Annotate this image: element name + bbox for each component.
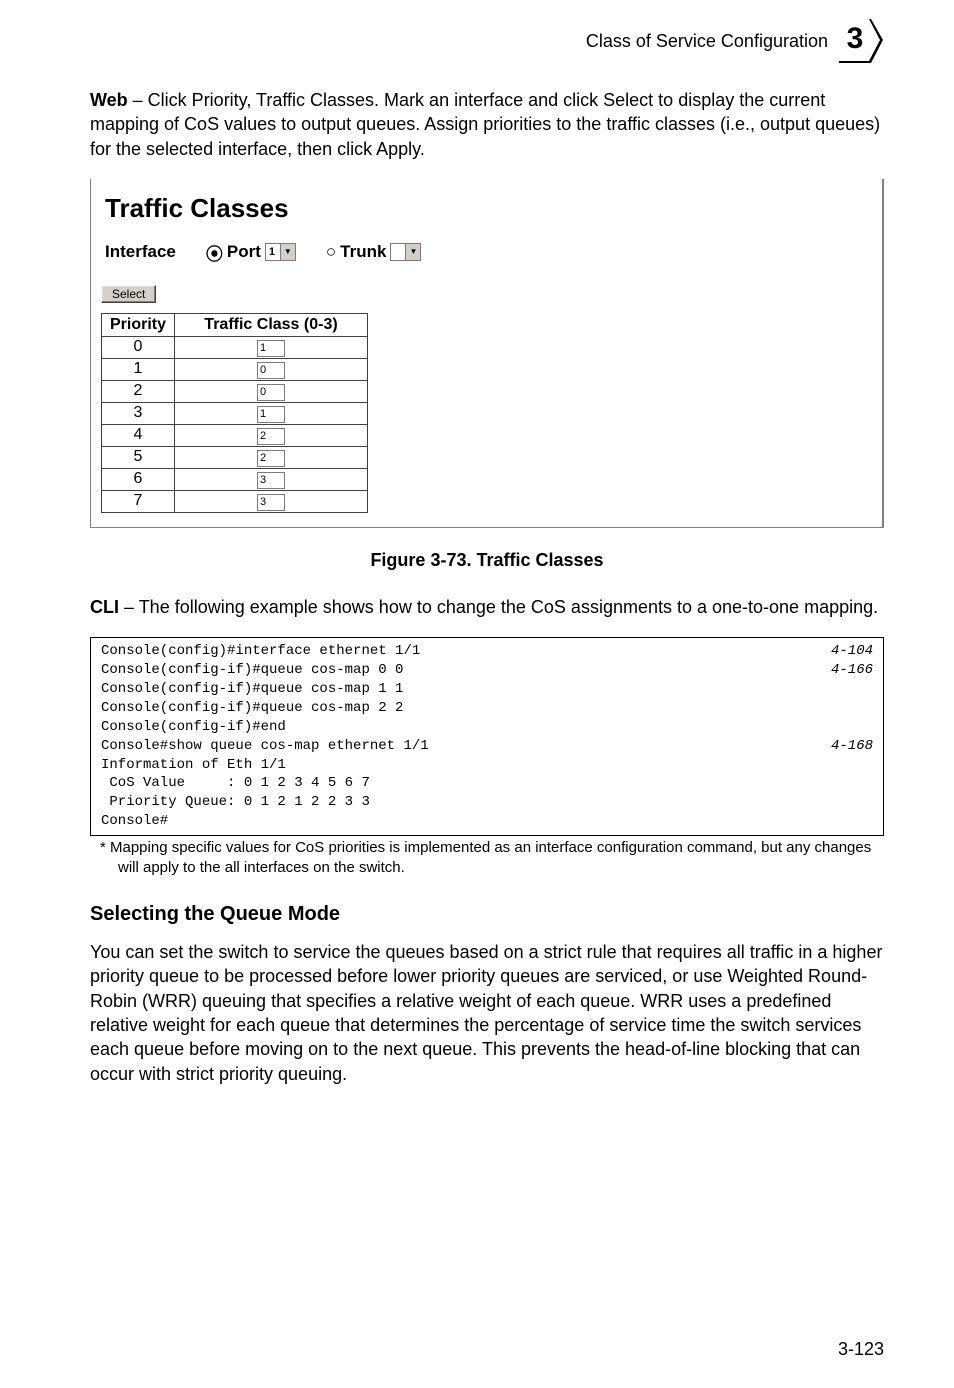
select-button[interactable]: Select: [101, 285, 156, 303]
cli-lead: CLI: [90, 597, 119, 617]
port-radio-group[interactable]: ⦿ Port 1 ▼: [206, 240, 296, 265]
class-input[interactable]: 0: [257, 362, 285, 379]
class-input[interactable]: 2: [257, 450, 285, 467]
port-value: 1: [266, 244, 280, 260]
interface-label: Interface: [105, 242, 176, 262]
class-input[interactable]: 1: [257, 406, 285, 423]
queue-mode-paragraph: You can set the switch to service the qu…: [90, 940, 884, 1086]
trunk-label: Trunk: [340, 242, 386, 262]
cli-text: – The following example shows how to cha…: [119, 597, 878, 617]
col-traffic-class: Traffic Class (0-3): [175, 313, 368, 336]
class-input[interactable]: 2: [257, 428, 285, 445]
class-input[interactable]: 3: [257, 494, 285, 511]
cli-intro-paragraph: CLI – The following example shows how to…: [90, 595, 884, 619]
interface-row: Interface ⦿ Port 1 ▼ ○ Trunk ▼: [105, 240, 872, 265]
trunk-radio-group[interactable]: ○ Trunk ▼: [326, 242, 422, 262]
chapter-badge: 3: [838, 18, 884, 64]
table-row: 31: [102, 402, 368, 424]
chevron-down-icon: ▼: [280, 244, 295, 260]
traffic-classes-panel: Traffic Classes Interface ⦿ Port 1 ▼ ○ T…: [90, 179, 884, 528]
footnote: * Mapping specific values for CoS priori…: [90, 838, 884, 877]
intro-lead: Web: [90, 90, 128, 110]
table-row: 20: [102, 380, 368, 402]
priority-table: Priority Traffic Class (0-3) 01 10 20 31…: [101, 313, 368, 513]
table-row: 10: [102, 358, 368, 380]
table-header-row: Priority Traffic Class (0-3): [102, 313, 368, 336]
intro-text: – Click Priority, Traffic Classes. Mark …: [90, 90, 880, 159]
table-row: 01: [102, 336, 368, 358]
class-input[interactable]: 3: [257, 472, 285, 489]
radio-dot-icon: ⦿: [206, 240, 223, 265]
port-label: Port: [227, 242, 261, 262]
trunk-dropdown[interactable]: ▼: [390, 243, 421, 261]
port-dropdown[interactable]: 1 ▼: [265, 243, 296, 261]
figure-caption: Figure 3-73. Traffic Classes: [90, 550, 884, 571]
page-number: 3-123: [838, 1339, 884, 1360]
intro-paragraph: Web – Click Priority, Traffic Classes. M…: [90, 88, 884, 161]
table-row: 73: [102, 490, 368, 512]
panel-title: Traffic Classes: [105, 193, 872, 224]
chevron-down-icon: ▼: [405, 244, 420, 260]
chapter-number: 3: [838, 22, 872, 56]
table-row: 52: [102, 446, 368, 468]
radio-empty-icon: ○: [326, 242, 336, 262]
header-title: Class of Service Configuration: [586, 31, 828, 52]
section-subhead: Selecting the Queue Mode: [90, 903, 884, 926]
table-row: 63: [102, 468, 368, 490]
page-header: Class of Service Configuration 3: [90, 0, 884, 64]
col-priority: Priority: [102, 313, 175, 336]
table-row: 42: [102, 424, 368, 446]
cli-output-box: Console(config)#interface ethernet 1/14-…: [90, 637, 884, 836]
class-input[interactable]: 1: [257, 340, 285, 357]
class-input[interactable]: 0: [257, 384, 285, 401]
